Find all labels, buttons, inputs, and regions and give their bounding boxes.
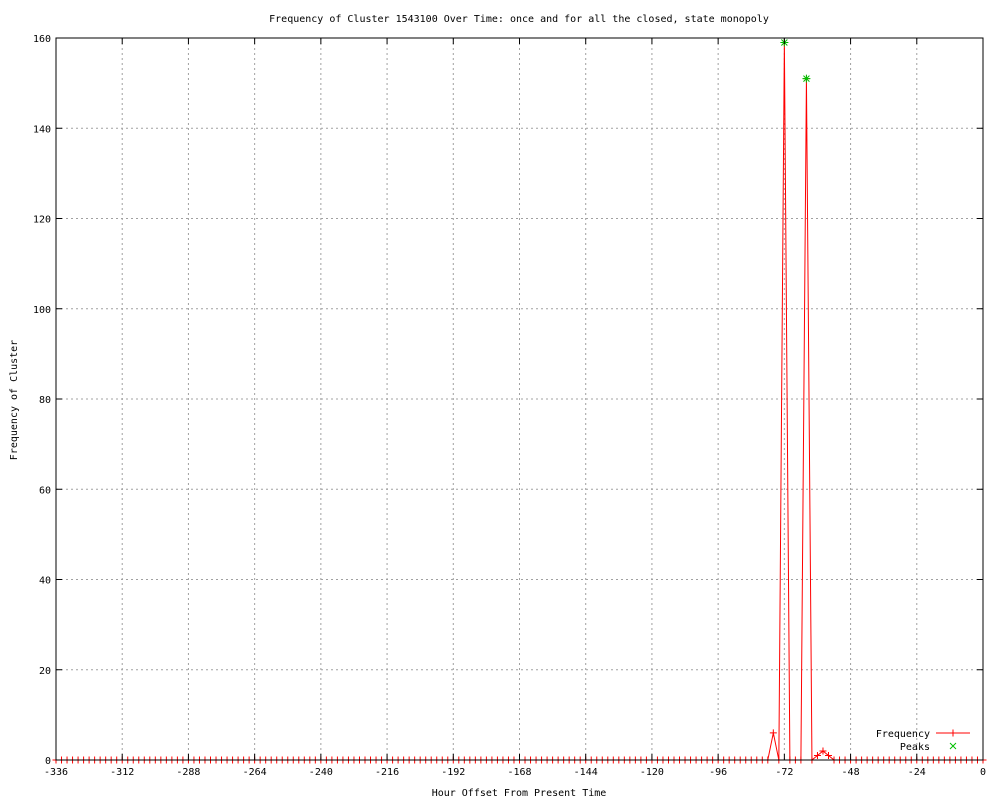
tick-labels: -336 -312 -288 -264 -240 -216 -192 -168 -144 -120… xyxy=(33,34,986,778)
y-tick-label: 40 xyxy=(39,576,51,587)
chart-title: Frequency of Cluster 1543100 Over Time: … xyxy=(269,14,769,25)
x-tick-label: 0 xyxy=(980,767,986,778)
frequency-point xyxy=(825,751,832,759)
legend-marker-peaks xyxy=(949,742,957,750)
y-tick-label: 140 xyxy=(33,124,51,135)
peak-point xyxy=(802,74,811,83)
grid xyxy=(56,38,983,760)
legend-marker-frequency xyxy=(949,729,957,737)
x-tick-label: -24 xyxy=(908,767,926,778)
y-tick-label: 80 xyxy=(39,395,51,406)
legend-label-frequency: Frequency xyxy=(876,729,930,740)
frequency-line xyxy=(56,42,983,762)
x-tick-label: -264 xyxy=(243,767,267,778)
legend-label-peaks: Peaks xyxy=(900,742,930,753)
x-tick-label: -168 xyxy=(507,767,531,778)
frequency-point xyxy=(819,747,827,755)
frequency-point xyxy=(769,729,777,737)
x-tick-label: -144 xyxy=(574,767,598,778)
y-tick-label: 60 xyxy=(39,485,51,496)
frequency-point xyxy=(813,751,821,759)
y-tick-label: 20 xyxy=(39,666,51,677)
y-tick-label: 0 xyxy=(45,756,51,767)
x-tick-label: -96 xyxy=(709,767,727,778)
x-axis-label: Hour Offset From Present Time xyxy=(432,788,607,799)
x-tick-label: -336 xyxy=(44,767,68,778)
x-tick-label: -48 xyxy=(842,767,860,778)
x-tick-label: -192 xyxy=(441,767,465,778)
legend: Frequency Peaks xyxy=(876,729,970,753)
y-tick-label: 120 xyxy=(33,215,51,226)
x-tick-label: -120 xyxy=(640,767,664,778)
y-axis-label: Frequency of Cluster xyxy=(9,340,20,460)
y-tick-label: 160 xyxy=(33,34,51,45)
y-tick-label: 100 xyxy=(33,305,51,316)
x-tick-label: -216 xyxy=(375,767,399,778)
x-tick-label: -72 xyxy=(775,767,793,778)
x-tick-label: -240 xyxy=(309,767,333,778)
x-tick-label: -288 xyxy=(176,767,200,778)
x-tick-label: -312 xyxy=(110,767,134,778)
